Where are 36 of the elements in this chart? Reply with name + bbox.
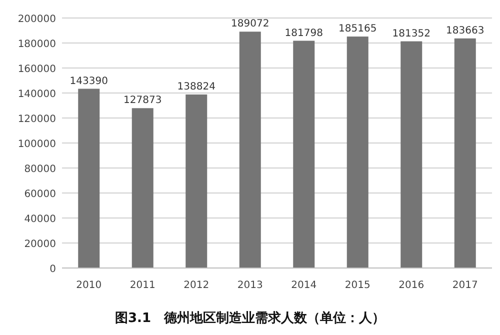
data-label: 181798: [284, 28, 323, 39]
data-label: 143390: [70, 76, 108, 87]
bar: [346, 36, 368, 268]
x-tick-label: 2012: [184, 280, 210, 291]
y-tick-label: 140000: [18, 89, 56, 100]
data-label: 181352: [392, 28, 430, 40]
bar: [132, 108, 154, 268]
data-label: 189072: [231, 18, 270, 30]
data-label: 183663: [446, 25, 484, 36]
y-tick-label: 20000: [24, 239, 56, 250]
data-label: 127873: [124, 95, 162, 106]
bar: [78, 88, 100, 268]
x-tick-label: 2011: [130, 280, 156, 291]
bar: [186, 94, 208, 268]
x-tick-label: 2013: [237, 280, 263, 291]
x-tick-label: 2017: [452, 280, 478, 291]
y-tick-label: 200000: [18, 14, 56, 25]
x-tick-label: 2016: [398, 280, 424, 291]
bar: [454, 38, 476, 268]
y-tick-label: 100000: [18, 139, 56, 150]
y-tick-label: 0: [50, 264, 56, 275]
x-tick-label: 2015: [344, 280, 370, 291]
y-tick-label: 40000: [24, 214, 56, 225]
data-label: 138824: [177, 81, 216, 92]
text: 图3.1 德州地区制造业需求人数（单位：人）: [114, 310, 386, 326]
x-tick-label: 2014: [291, 280, 317, 291]
y-tick-label: 80000: [24, 164, 56, 175]
y-tick-label: 180000: [18, 39, 56, 50]
bar: [293, 40, 315, 268]
bar: [239, 32, 261, 268]
bar: [400, 41, 422, 268]
y-tick-label: 120000: [18, 114, 56, 125]
y-tick-label: 160000: [18, 64, 56, 75]
data-label: 185165: [338, 24, 377, 35]
x-tick-label: 2010: [76, 280, 102, 291]
y-tick-label: 60000: [24, 189, 56, 200]
